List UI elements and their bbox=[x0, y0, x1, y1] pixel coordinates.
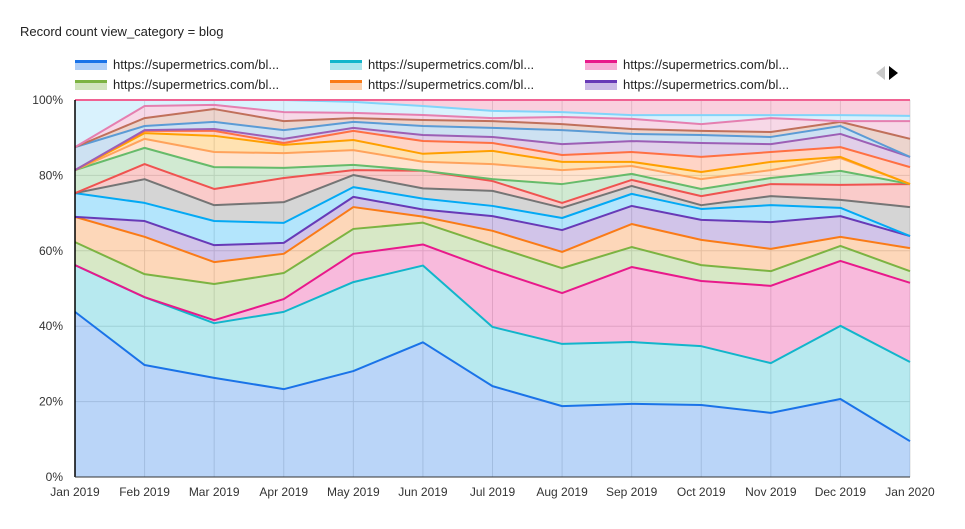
x-tick-label: Jan 2020 bbox=[885, 485, 935, 499]
x-tick-label: Jan 2019 bbox=[50, 485, 100, 499]
line-series-17 bbox=[74, 103, 910, 148]
line-series-7 bbox=[74, 186, 911, 238]
area-series-2 bbox=[75, 265, 910, 442]
area-series-19 bbox=[75, 100, 910, 116]
x-tick-label: Sep 2019 bbox=[606, 485, 658, 499]
line-series-6 bbox=[74, 195, 911, 247]
area-series-16 bbox=[75, 109, 910, 157]
x-tick-label: Mar 2019 bbox=[189, 485, 240, 499]
line-series-13 bbox=[74, 129, 911, 171]
line-series-16 bbox=[74, 108, 911, 149]
line-series-15 bbox=[74, 120, 911, 158]
x-tick-label: Oct 2019 bbox=[677, 485, 726, 499]
legend-label: https://supermetrics.com/bl... bbox=[623, 77, 790, 92]
x-tick-label: Apr 2019 bbox=[259, 485, 308, 499]
chart-title: Record count view_category = blog bbox=[20, 24, 224, 39]
legend-swatch bbox=[585, 79, 617, 90]
x-tick-label: Dec 2019 bbox=[815, 485, 867, 499]
legend-swatch bbox=[75, 59, 107, 70]
legend-item[interactable]: https://supermetrics.com/bl... bbox=[585, 57, 789, 72]
x-tick-label: Nov 2019 bbox=[745, 485, 797, 499]
legend-label: https://supermetrics.com/bl... bbox=[368, 57, 535, 72]
legend-prev-arrow-icon[interactable] bbox=[876, 66, 885, 80]
x-tick-label: Jun 2019 bbox=[398, 485, 448, 499]
area-series-4 bbox=[75, 222, 910, 321]
legend-swatch bbox=[330, 59, 362, 70]
x-tick-label: Jul 2019 bbox=[470, 485, 516, 499]
y-tick-label: 100% bbox=[32, 93, 63, 107]
legend-swatch bbox=[330, 79, 362, 90]
area-series-1 bbox=[75, 311, 910, 477]
line-series-11 bbox=[74, 137, 911, 186]
legend-item[interactable]: https://supermetrics.com/bl... bbox=[330, 57, 534, 72]
y-tick-label: 20% bbox=[39, 395, 63, 409]
line-series-14 bbox=[74, 126, 911, 171]
line-series-3 bbox=[74, 243, 911, 322]
x-tick-label: May 2019 bbox=[327, 485, 380, 499]
legend-label: https://supermetrics.com/bl... bbox=[623, 57, 790, 72]
x-tick-label: Aug 2019 bbox=[536, 485, 588, 499]
line-series-9 bbox=[74, 163, 911, 204]
legend-item[interactable]: https://supermetrics.com/bl... bbox=[75, 57, 279, 72]
area-series-14 bbox=[75, 127, 910, 171]
area-series-17 bbox=[75, 104, 910, 148]
line-series-5 bbox=[74, 206, 911, 264]
line-series-1 bbox=[74, 311, 911, 443]
y-tick-label: 80% bbox=[39, 168, 63, 182]
area-series-6 bbox=[75, 196, 910, 263]
legend-item[interactable]: https://supermetrics.com/bl... bbox=[75, 77, 279, 92]
legend-label: https://supermetrics.com/bl... bbox=[113, 57, 280, 72]
line-series-8 bbox=[74, 174, 911, 209]
area-series-15 bbox=[75, 121, 910, 171]
line-series-2 bbox=[74, 264, 911, 365]
line-series-12 bbox=[74, 132, 911, 186]
y-tick-label: 40% bbox=[39, 319, 63, 333]
legend-label: https://supermetrics.com/bl... bbox=[368, 77, 535, 92]
line-series-10 bbox=[74, 146, 911, 190]
legend-next-arrow-icon[interactable] bbox=[889, 66, 898, 80]
legend-label: https://supermetrics.com/bl... bbox=[113, 77, 280, 92]
legend-item[interactable]: https://supermetrics.com/bl... bbox=[330, 77, 534, 92]
legend-swatch bbox=[75, 79, 107, 90]
area-series-3 bbox=[75, 244, 910, 364]
legend-item[interactable]: https://supermetrics.com/bl... bbox=[585, 77, 789, 92]
area-series-12 bbox=[75, 133, 910, 185]
x-tick-label: Feb 2019 bbox=[119, 485, 170, 499]
line-series-4 bbox=[74, 221, 911, 285]
y-tick-label: 60% bbox=[39, 244, 63, 258]
legend-pagination bbox=[876, 66, 898, 80]
y-tick-label: 0% bbox=[46, 470, 64, 484]
legend-swatch bbox=[585, 59, 617, 70]
